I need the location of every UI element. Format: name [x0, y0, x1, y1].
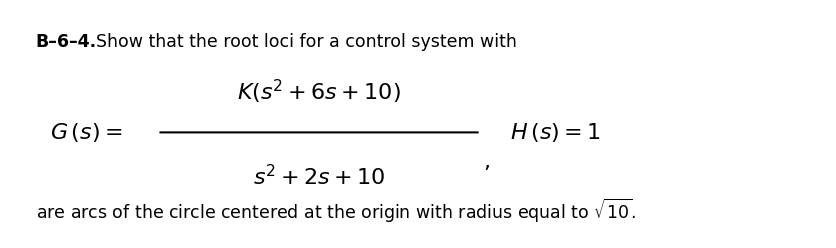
Text: Show that the root loci for a control system with: Show that the root loci for a control sy… — [96, 33, 517, 51]
Text: B–6–4.: B–6–4. — [36, 33, 97, 51]
Text: $G\,(s) =$: $G\,(s) =$ — [49, 121, 122, 144]
Text: $K\left(s^2+6s+10\right)$: $K\left(s^2+6s+10\right)$ — [237, 78, 400, 106]
Text: are arcs of the circle centered at the origin with radius equal to $\sqrt{10}$.: are arcs of the circle centered at the o… — [36, 197, 635, 225]
Text: $H\,(s) = 1$: $H\,(s) = 1$ — [509, 121, 599, 144]
Text: ,: , — [482, 152, 490, 172]
Text: $s^2+2s+10$: $s^2+2s+10$ — [252, 164, 385, 189]
